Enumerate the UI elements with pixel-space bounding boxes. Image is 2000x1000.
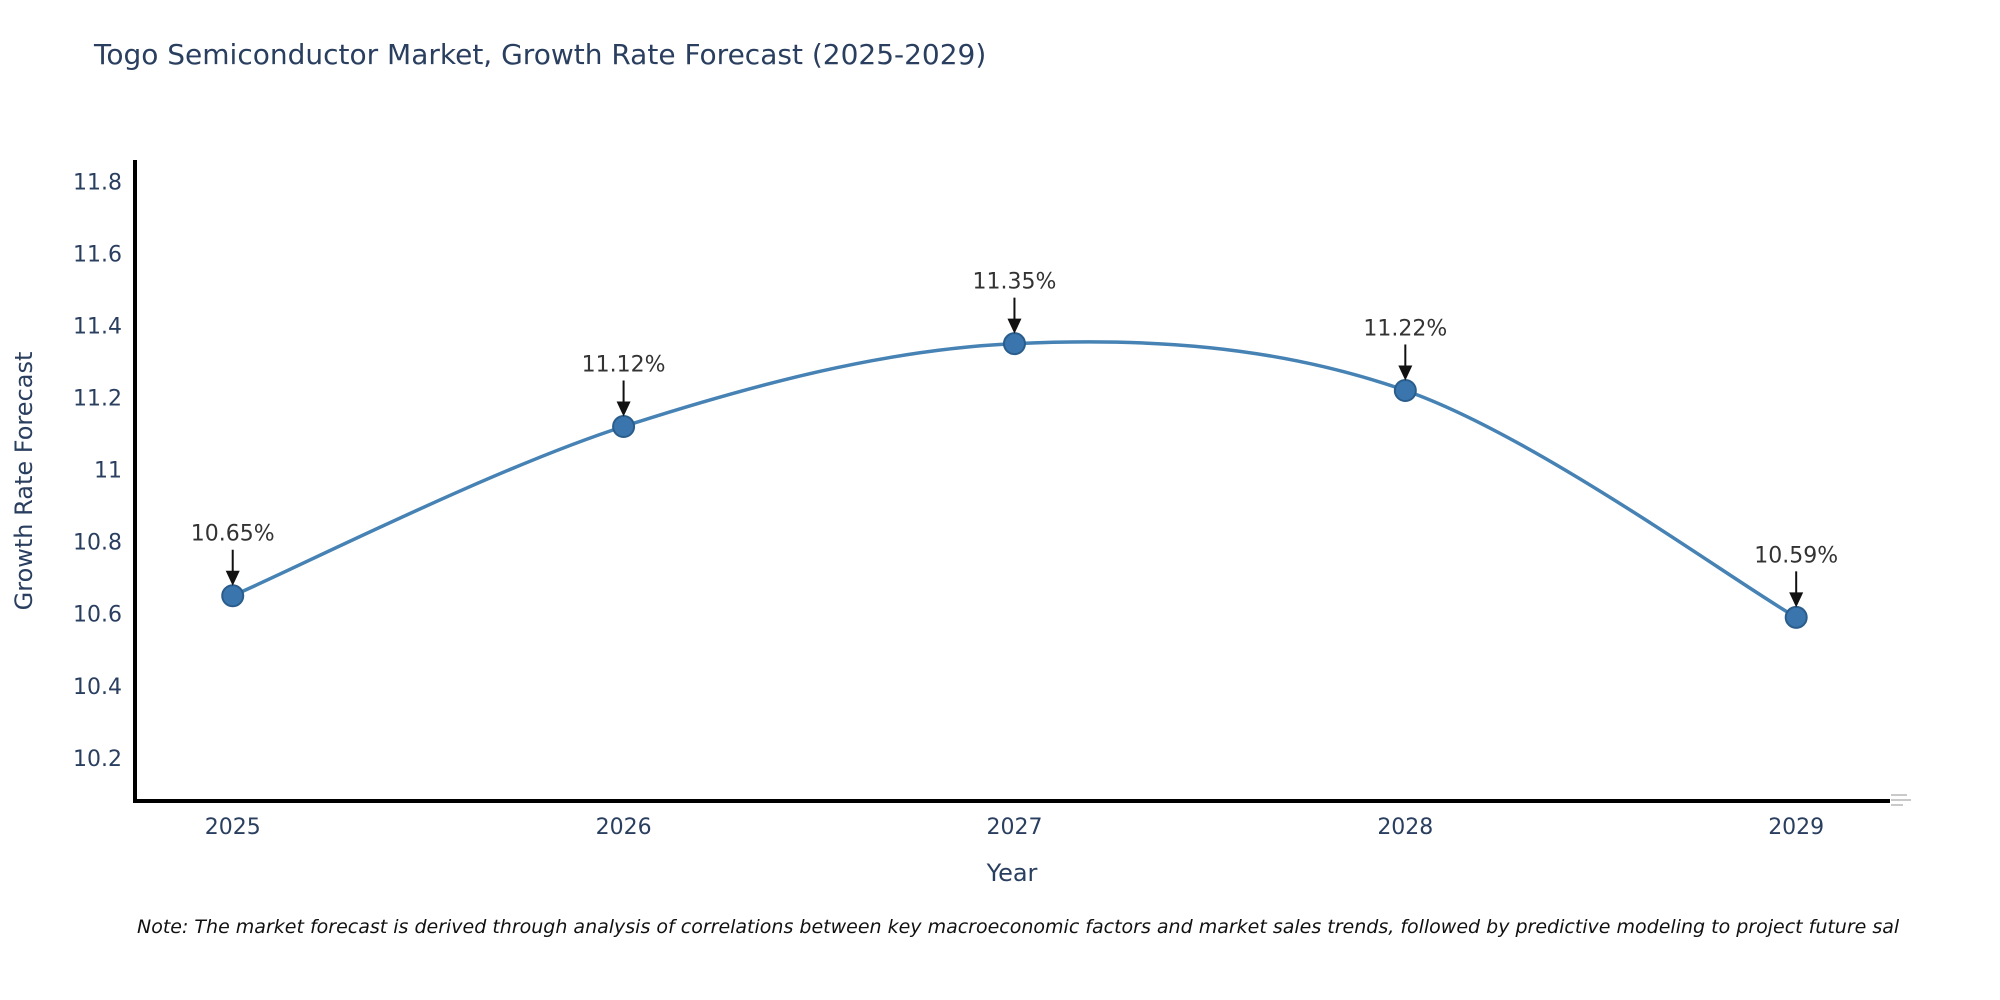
x-tick-label: 2027 bbox=[986, 815, 1042, 840]
annotation-label: 11.22% bbox=[1363, 316, 1447, 341]
annotation-2026: 11.12% bbox=[582, 352, 666, 417]
y-tick-label: 10.8 bbox=[73, 531, 122, 556]
series-layer bbox=[221, 332, 1808, 629]
tiny-watermark-artifact bbox=[1891, 794, 1913, 808]
annotation-arrowhead bbox=[1398, 365, 1413, 381]
trend-line bbox=[232, 340, 1798, 619]
annotation-arrowhead bbox=[616, 401, 631, 417]
y-tick-label: 11 bbox=[94, 459, 122, 484]
x-axis-title: Year bbox=[986, 859, 1038, 887]
y-tick-label: 11.6 bbox=[73, 243, 122, 268]
x-tick-label: 2029 bbox=[1768, 815, 1824, 840]
annotation-arrowhead bbox=[1789, 592, 1804, 608]
x-tick-label: 2028 bbox=[1377, 815, 1433, 840]
y-tick-label: 10.6 bbox=[73, 603, 122, 628]
data-point-marker-2025[interactable] bbox=[221, 584, 245, 608]
x-tick-label: 2025 bbox=[205, 815, 261, 840]
data-point-marker-2028[interactable] bbox=[1393, 378, 1417, 402]
annotation-label: 11.12% bbox=[582, 352, 666, 377]
y-tick-label: 11.8 bbox=[73, 171, 122, 196]
data-point-marker-2026[interactable] bbox=[612, 414, 636, 438]
x-tick-label: 2026 bbox=[596, 815, 652, 840]
annotation-2025: 10.65% bbox=[191, 522, 275, 586]
chart-title: Togo Semiconductor Market, Growth Rate F… bbox=[94, 38, 987, 71]
annotation-label: 10.65% bbox=[191, 522, 275, 547]
annotation-2028: 11.22% bbox=[1363, 316, 1447, 381]
y-tick-label: 11.2 bbox=[73, 387, 122, 412]
annotation-2029: 10.59% bbox=[1754, 543, 1838, 608]
y-tick-label: 10.2 bbox=[73, 747, 122, 772]
annotation-label: 10.59% bbox=[1754, 543, 1838, 568]
y-axis-title: Growth Rate Forecast bbox=[10, 352, 38, 611]
data-point-marker-2027[interactable] bbox=[1002, 332, 1026, 356]
annotation-arrowhead bbox=[1007, 318, 1022, 334]
axes-layer: 10.2 10.4 10.6 10.8 11 11.2 11.4 11.6 11.8 2025 20… bbox=[73, 160, 1890, 840]
annotation-label: 11.35% bbox=[973, 270, 1057, 295]
data-point-marker-2029[interactable] bbox=[1784, 605, 1808, 629]
annotations-layer: 10.65% 11.12% 11.35% 11.22% 10.59% bbox=[191, 270, 1838, 608]
annotation-2027: 11.35% bbox=[973, 270, 1057, 334]
y-tick-label: 11.4 bbox=[73, 315, 122, 340]
y-tick-label: 10.4 bbox=[73, 675, 122, 700]
annotation-arrowhead bbox=[225, 570, 240, 586]
footnote: Note: The market forecast is derived thr… bbox=[137, 916, 1900, 938]
